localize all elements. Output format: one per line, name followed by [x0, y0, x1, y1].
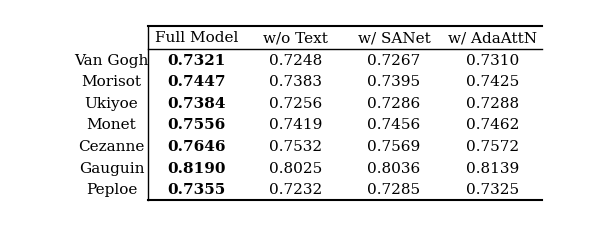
- Text: 0.7232: 0.7232: [268, 182, 322, 196]
- Text: Cezanne: Cezanne: [78, 140, 144, 153]
- Text: 0.7256: 0.7256: [268, 96, 322, 110]
- Text: w/ AdaAttN: w/ AdaAttN: [448, 31, 537, 45]
- Text: 0.7532: 0.7532: [269, 140, 322, 153]
- Text: 0.7325: 0.7325: [466, 182, 519, 196]
- Text: 0.8190: 0.8190: [167, 161, 226, 175]
- Text: 0.7288: 0.7288: [466, 96, 519, 110]
- Text: 0.7572: 0.7572: [466, 140, 519, 153]
- Text: 0.7384: 0.7384: [167, 96, 226, 110]
- Text: 0.7267: 0.7267: [367, 53, 421, 67]
- Text: Van Gogh: Van Gogh: [74, 53, 149, 67]
- Text: 0.7383: 0.7383: [269, 75, 322, 89]
- Text: 0.8139: 0.8139: [466, 161, 519, 175]
- Text: 0.8036: 0.8036: [367, 161, 421, 175]
- Text: 0.7646: 0.7646: [167, 140, 226, 153]
- Text: Morisot: Morisot: [81, 75, 141, 89]
- Text: Ukiyoe: Ukiyoe: [84, 96, 138, 110]
- Text: 0.7248: 0.7248: [268, 53, 322, 67]
- Text: 0.7556: 0.7556: [168, 118, 226, 132]
- Text: 0.7310: 0.7310: [466, 53, 519, 67]
- Text: 0.7462: 0.7462: [466, 118, 519, 132]
- Text: 0.7395: 0.7395: [367, 75, 421, 89]
- Text: w/ SANet: w/ SANet: [358, 31, 430, 45]
- Text: 0.7286: 0.7286: [367, 96, 421, 110]
- Text: Full Model: Full Model: [155, 31, 238, 45]
- Text: Monet: Monet: [87, 118, 136, 132]
- Text: 0.7285: 0.7285: [367, 182, 421, 196]
- Text: w/o Text: w/o Text: [263, 31, 328, 45]
- Text: 0.7569: 0.7569: [367, 140, 421, 153]
- Text: 0.8025: 0.8025: [268, 161, 322, 175]
- Text: Peploe: Peploe: [85, 182, 137, 196]
- Text: 0.7456: 0.7456: [367, 118, 421, 132]
- Text: 0.7425: 0.7425: [466, 75, 519, 89]
- Text: 0.7447: 0.7447: [167, 75, 226, 89]
- Text: 0.7419: 0.7419: [268, 118, 322, 132]
- Text: 0.7321: 0.7321: [168, 53, 226, 67]
- Text: Gauguin: Gauguin: [79, 161, 144, 175]
- Text: 0.7355: 0.7355: [168, 182, 226, 196]
